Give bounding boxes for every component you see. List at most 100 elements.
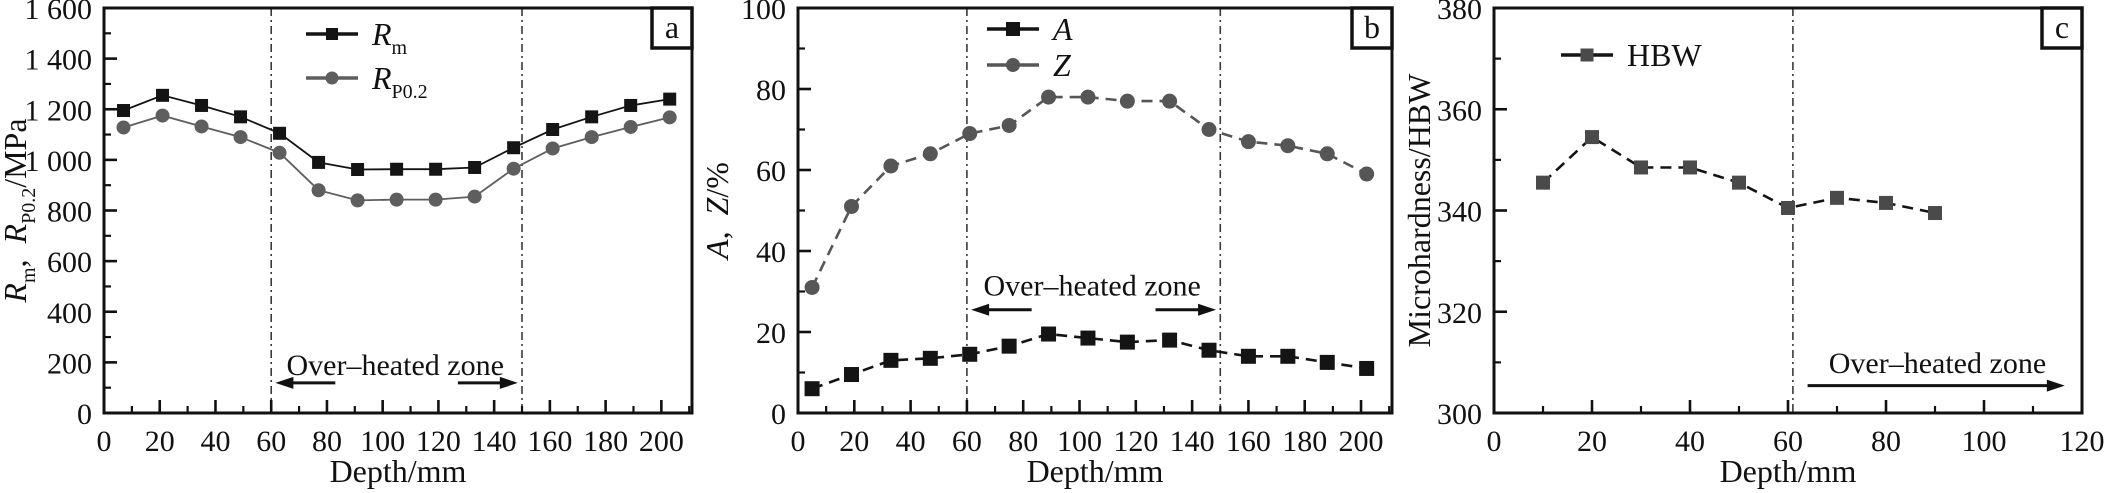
data-point-Rm: [156, 88, 170, 102]
panel-label: a: [665, 9, 679, 45]
data-point-A: [1359, 360, 1375, 376]
y-tick-label: 0: [771, 398, 786, 431]
x-tick-label: 60: [256, 425, 286, 458]
data-point-Z: [1240, 134, 1256, 150]
data-point-Z: [883, 158, 899, 174]
x-tick-label: 0: [1487, 425, 1502, 458]
y-tick-label: 1 200: [25, 94, 93, 127]
data-point-RP0.2: [350, 193, 365, 208]
data-point-Z: [1359, 166, 1375, 182]
x-tick-label: 120: [1113, 425, 1158, 458]
panel-label-box: [650, 6, 694, 50]
x-tick-label: 160: [527, 425, 572, 458]
x-tick-label: 100: [360, 425, 405, 458]
data-point-HBW: [1732, 175, 1746, 190]
plot-border: [796, 6, 1394, 415]
data-point-Z: [1041, 89, 1057, 105]
data-point-Rm: [234, 110, 248, 124]
data-point-RP0.2: [389, 192, 404, 207]
data-point-HBW: [1928, 206, 1942, 221]
y-tick-label: 360: [1437, 94, 1482, 127]
data-point-A: [843, 367, 859, 383]
data-point-A: [1001, 338, 1017, 354]
data-point-A: [922, 350, 938, 366]
data-point-RP0.2: [428, 192, 443, 207]
x-tick-label: 60: [952, 425, 982, 458]
data-point-A: [1119, 334, 1135, 350]
legend-label-Rm: Rm: [371, 16, 408, 59]
x-tick-label: 80: [1871, 425, 1901, 458]
panel-label: c: [2055, 9, 2069, 45]
data-point-Rm: [624, 98, 638, 112]
data-point-Z: [1201, 122, 1217, 137]
data-point-A: [1280, 348, 1296, 364]
overheated-zone-arrow-head: [275, 376, 294, 389]
data-point-Rm: [195, 98, 209, 112]
data-point-RP0.2: [272, 145, 287, 160]
x-tick-label: 200: [639, 425, 684, 458]
data-point-Z: [1280, 138, 1296, 154]
data-point-Z: [804, 279, 820, 295]
data-point-RP0.2: [506, 161, 521, 176]
data-point-Z: [922, 146, 938, 162]
data-point-Rm: [273, 126, 287, 140]
overheated-zone-arrow-head: [2046, 379, 2065, 392]
y-axis-label: A, Z/%: [702, 162, 735, 261]
legend-marker-Z: [1006, 58, 1020, 72]
data-point-Rm: [507, 141, 521, 155]
legend-marker-RP0.2: [325, 71, 339, 85]
x-tick-label: 80: [1008, 425, 1038, 458]
x-tick-label: 0: [791, 425, 806, 458]
data-point-RP0.2: [116, 120, 131, 135]
x-tick-label: 140: [472, 425, 517, 458]
x-tick-label: 60: [1773, 425, 1803, 458]
y-tick-label: 80: [756, 74, 786, 107]
data-point-Rm: [390, 162, 404, 176]
data-point-Rm: [468, 160, 482, 174]
data-point-RP0.2: [623, 119, 638, 134]
data-point-HBW: [1634, 160, 1648, 175]
data-point-RP0.2: [545, 141, 560, 156]
chart-c-svg: 0 20 40 60 80 100 120 300 320 340 360 380 Depth/mm Mi…: [1404, 0, 2105, 489]
y-axis-label: Microhardness/HBW: [1404, 73, 1437, 348]
x-tick-label: 160: [1226, 425, 1271, 458]
y-tick-label: 600: [47, 246, 92, 279]
x-tick-label: 20: [1577, 425, 1607, 458]
y-tick-label: 380: [1437, 0, 1482, 26]
legend-label-A: A: [1051, 11, 1073, 47]
x-tick-label: 0: [97, 425, 112, 458]
x-tick-label: 20: [145, 425, 175, 458]
data-point-Z: [1119, 93, 1135, 109]
y-tick-label: 400: [47, 297, 92, 330]
legend-label-RP0.2: RP0.2: [371, 60, 428, 103]
data-point-HBW: [1830, 190, 1844, 205]
data-point-A: [1240, 348, 1256, 364]
data-point-Z: [843, 198, 859, 214]
data-point-Z: [1080, 89, 1096, 105]
y-tick-label: 800: [47, 196, 92, 229]
data-point-Rm: [312, 155, 326, 169]
data-point-A: [1319, 354, 1335, 370]
data-point-A: [1201, 342, 1217, 358]
panel-label: b: [1364, 9, 1380, 45]
data-point-Rm: [585, 110, 599, 124]
overheated-zone-text: Over–heated zone: [287, 349, 504, 382]
data-point-HBW: [1879, 195, 1893, 210]
data-point-HBW: [1585, 130, 1599, 145]
data-point-A: [883, 352, 899, 368]
x-tick-label: 180: [583, 425, 628, 458]
x-tick-label: 200: [1339, 425, 1384, 458]
chart-panel-b: 0 20 40 60 80 100 120 140 160 180 200 0 20 40 60 80 100 D…: [702, 0, 1404, 493]
data-point-A: [962, 346, 978, 362]
chart-b-svg: 0 20 40 60 80 100 120 140 160 180 200020406080100D…: [702, 0, 1394, 489]
y-axis-label: Rm, RP0.2/MPa: [0, 118, 40, 303]
chart-panel-c: 0 20 40 60 80 100 120 300 320 340 360 380 Depth/mm Mi…: [1404, 0, 2106, 493]
x-tick-label: 40: [896, 425, 926, 458]
data-point-Rm: [429, 162, 443, 176]
y-tick-label: 100: [741, 0, 786, 26]
legend-marker-HBW: [1580, 48, 1594, 62]
data-point-Rm: [546, 123, 560, 136]
y-tick-label: 0: [77, 398, 92, 431]
series-line-A: [811, 332, 1367, 390]
